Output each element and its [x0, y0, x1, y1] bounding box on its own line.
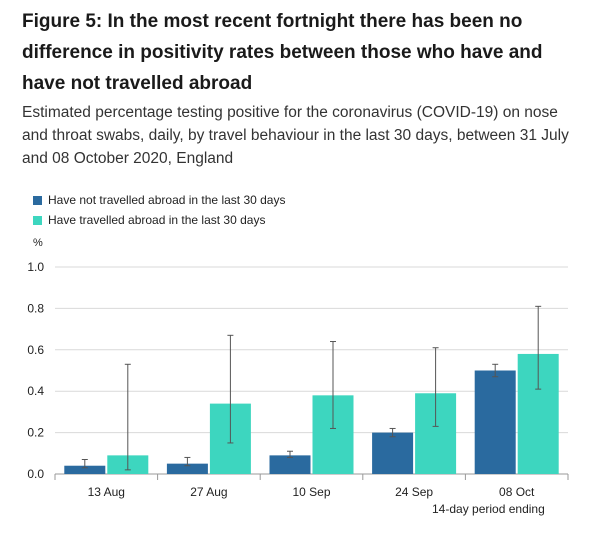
y-tick-label: 0.4 — [27, 384, 44, 398]
legend-swatch-not-travelled — [33, 195, 42, 205]
y-tick-label: 1.0 — [27, 260, 44, 274]
bar-not-travelled — [372, 432, 414, 474]
x-tick-label: 10 Sep — [292, 485, 330, 499]
legend-item-not-travelled: Have not travelled abroad in the last 30… — [33, 190, 285, 210]
legend-label-not-travelled: Have not travelled abroad in the last 30… — [48, 193, 286, 207]
y-tick-label: 0.2 — [27, 426, 44, 440]
x-tick-label: 24 Sep — [395, 485, 433, 499]
x-axis-title: 14-day period ending — [432, 502, 545, 516]
figure-title: Figure 5: In the most recent fortnight t… — [22, 11, 543, 94]
x-tick-label: 27 Aug — [190, 485, 227, 499]
bar-not-travelled — [474, 370, 516, 474]
y-tick-label: 0.0 — [27, 467, 44, 481]
y-tick-label: 0.6 — [27, 343, 44, 357]
chart-legend: Have not travelled abroad in the last 30… — [33, 190, 285, 230]
x-tick-label: 08 Oct — [499, 485, 535, 499]
y-axis-unit-label: % — [33, 237, 43, 249]
bar-not-travelled — [269, 455, 311, 474]
legend-item-travelled: Have travelled abroad in the last 30 day… — [33, 210, 285, 230]
figure-subtitle: Estimated percentage testing positive fo… — [22, 104, 569, 167]
x-tick-label: 13 Aug — [88, 485, 125, 499]
y-tick-label: 0.8 — [27, 301, 44, 315]
bar-not-travelled — [64, 465, 106, 474]
legend-swatch-travelled — [33, 215, 42, 225]
bar-not-travelled — [166, 463, 208, 474]
legend-label-travelled: Have travelled abroad in the last 30 day… — [48, 213, 266, 227]
